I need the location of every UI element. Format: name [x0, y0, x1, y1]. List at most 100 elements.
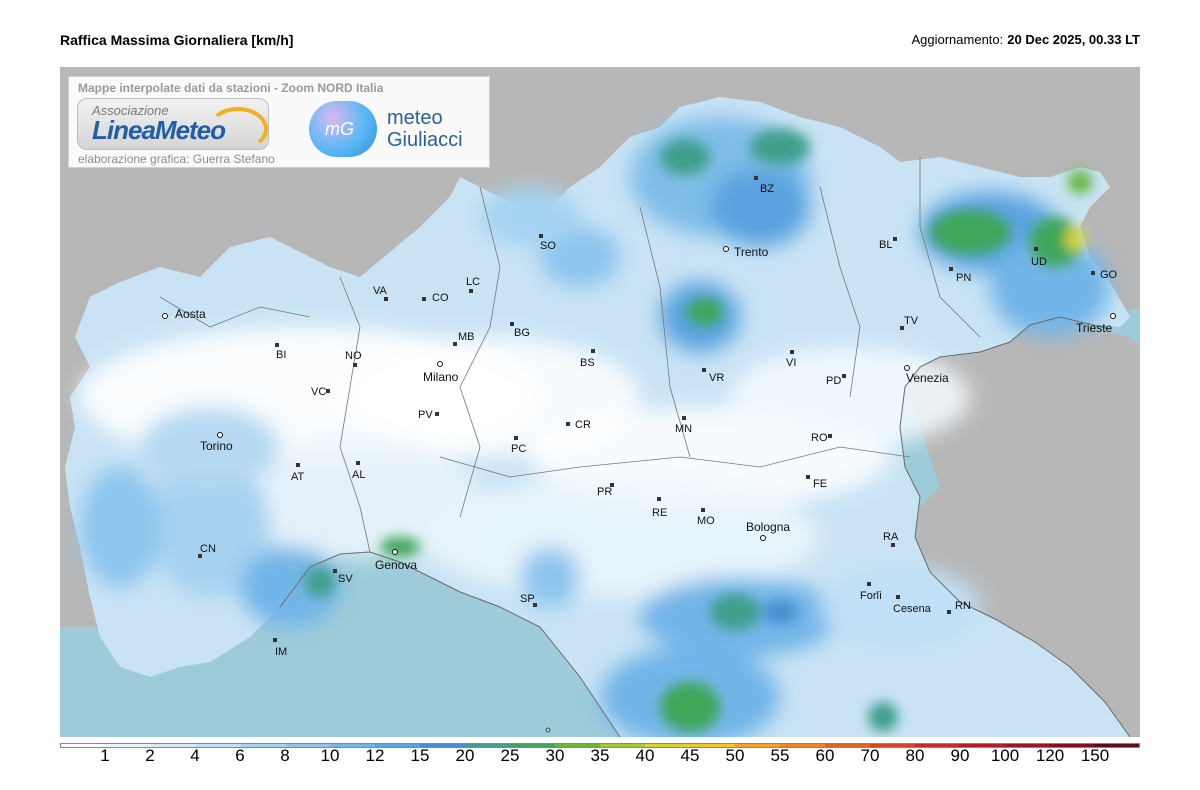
scale-tick-label: 15 [410, 746, 430, 765]
city-marker-icon [949, 267, 953, 271]
city-label-ud: UD [1031, 256, 1047, 268]
scale-swatch-12 [600, 744, 645, 747]
scale-swatch-22 [1049, 744, 1095, 747]
update-info: Aggiornamento: 20 Dec 2025, 00.33 LT [911, 32, 1140, 47]
scale-swatch-13 [644, 744, 690, 747]
city-label-trento: Trento [734, 245, 769, 259]
city-marker-icon [356, 461, 360, 465]
city-label-mb: MB [458, 331, 475, 343]
logo1-big-text: LineaMeteo [92, 115, 226, 145]
city-label-va: VA [373, 285, 387, 297]
city-marker-icon [754, 176, 758, 180]
scale-tick-label: 45 [680, 746, 700, 765]
scale-swatch-19 [914, 744, 960, 747]
city-marker-icon [469, 289, 473, 293]
city-label-cesena: Cesena [893, 603, 931, 615]
city-marker-icon [723, 246, 729, 252]
credits-panel: Mappe interpolate dati da stazioni - Zoo… [68, 76, 490, 168]
city-label-pd: PD [826, 375, 842, 387]
city-marker-icon [566, 422, 570, 426]
city-label-co: CO [432, 292, 449, 304]
scale-tick-label: 10 [320, 746, 340, 765]
logo2-icon-text: mG [325, 119, 354, 139]
city-label-bz: BZ [760, 183, 775, 195]
wind-field [80, 117, 1110, 737]
city-label-forli: Forlì [860, 590, 882, 602]
city-label-vi: VI [786, 357, 797, 369]
city-label-bl: BL [879, 239, 893, 251]
logo2-line2: Giuliacci [387, 129, 463, 151]
city-marker-icon [333, 569, 337, 573]
city-marker-icon [392, 549, 398, 555]
scale-tick-label: 35 [590, 746, 610, 765]
city-label-pr: PR [597, 486, 613, 498]
city-marker-icon [760, 535, 766, 541]
scale-swatch-7 [375, 744, 421, 747]
city-marker-icon [539, 234, 543, 238]
scale-tick-label: 12 [365, 746, 385, 765]
city-marker-icon [790, 350, 794, 354]
wind-gust-peaks [305, 129, 1092, 732]
city-marker-icon [701, 508, 705, 512]
city-label-go: GO [1100, 269, 1118, 281]
scale-swatch-23 [1094, 744, 1140, 747]
update-label: Aggiornamento: [911, 32, 1004, 47]
city-label-torino: Torino [200, 439, 233, 453]
city-label-no: NO [345, 350, 362, 362]
city-marker-icon [891, 543, 895, 547]
coastline [279, 551, 621, 737]
city-marker-icon [900, 326, 904, 330]
scale-tick-label: 150 [1080, 746, 1110, 765]
city-label-mn: MN [675, 423, 693, 435]
city-marker-icon [453, 342, 457, 346]
city-label-pc: PC [511, 443, 527, 455]
city-marker-icon [510, 322, 514, 326]
city-marker-icon [893, 237, 897, 241]
city-label-bs: BS [580, 357, 595, 369]
city-label-cr: CR [575, 419, 591, 431]
scale-tick-label: 6 [235, 746, 245, 765]
city-label-aosta: Aosta [175, 307, 206, 321]
scale-tick-label: 30 [545, 746, 565, 765]
city-marker-icon [217, 432, 223, 438]
adriatic-coast [899, 316, 1131, 737]
city-label-ro: RO [811, 432, 828, 444]
city-label-vr: VR [709, 372, 725, 384]
city-marker-icon [296, 463, 300, 467]
swoosh-icon [208, 107, 268, 151]
city-marker-icon [437, 361, 443, 367]
scale-swatch-9 [465, 744, 511, 747]
city-marker-icon [657, 497, 661, 501]
city-label-tv: TV [904, 315, 919, 327]
city-marker-icon [904, 365, 910, 371]
city-marker-icon [702, 368, 706, 372]
scale-tick-label: 4 [190, 746, 200, 765]
city-label-rn: RN [955, 600, 971, 612]
city-label-sp: SP [520, 593, 535, 605]
scale-swatch-11 [555, 744, 601, 747]
city-label-venezia: Venezia [906, 371, 949, 385]
city-marker-icon [1034, 247, 1038, 251]
city-marker-icon [353, 363, 357, 367]
city-label-milano: Milano [423, 370, 459, 384]
city-marker-icon [275, 343, 279, 347]
city-label-genova: Genova [375, 558, 418, 572]
city-label-at: AT [291, 471, 305, 483]
city-marker-icon [514, 436, 518, 440]
scale-swatch-17 [824, 744, 870, 747]
scale-swatch-20 [959, 744, 1005, 747]
city-marker-icon [273, 638, 277, 642]
city-marker-icon [1110, 313, 1116, 319]
city-label-bg: BG [514, 327, 530, 339]
city-label-bologna: Bologna [746, 520, 791, 534]
scale-swatch-4 [240, 744, 286, 747]
map-title: Raffica Massima Giornaliera [km/h] [60, 32, 294, 48]
city-marker-icon [610, 483, 614, 487]
city-label-cn: CN [200, 543, 216, 555]
city-label-sv: SV [338, 573, 353, 585]
city-marker-icon [1091, 271, 1095, 275]
color-scale-bar [60, 743, 1140, 748]
city-marker-icon [435, 412, 439, 416]
scale-swatch-1 [105, 744, 151, 747]
scale-tick-label: 2 [145, 746, 155, 765]
